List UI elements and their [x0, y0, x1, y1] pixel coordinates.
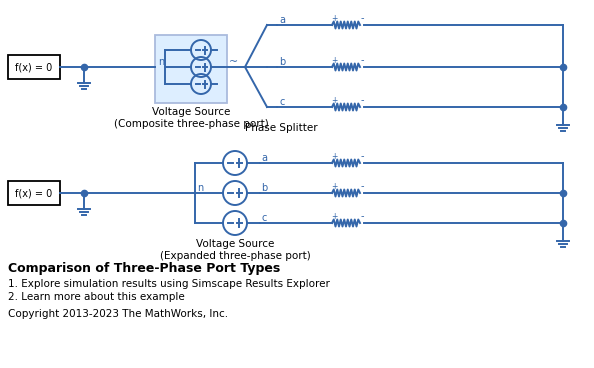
Bar	[8, 181, 60, 205]
Text: +: +	[331, 14, 337, 23]
Text: -: -	[361, 151, 365, 161]
Text: -: -	[361, 181, 365, 191]
Text: Voltage Source
(Expanded three-phase port): Voltage Source (Expanded three-phase por…	[160, 239, 311, 261]
Text: a: a	[279, 15, 285, 25]
Text: +: +	[331, 182, 337, 191]
Text: +: +	[331, 212, 337, 221]
Text: +: +	[331, 96, 337, 105]
Text: -: -	[361, 13, 365, 23]
Text: +: +	[331, 152, 337, 161]
Text: -: -	[361, 55, 365, 65]
Text: +: +	[331, 56, 337, 65]
Text: -: -	[361, 211, 365, 221]
Text: n: n	[197, 183, 203, 193]
Text: 1. Explore simulation results using Simscape Results Explorer: 1. Explore simulation results using Sims…	[8, 279, 330, 289]
Text: f(x) = 0: f(x) = 0	[15, 188, 53, 198]
Text: c: c	[279, 97, 285, 107]
Text: Voltage Source
(Composite three-phase port): Voltage Source (Composite three-phase po…	[113, 107, 268, 128]
Text: a: a	[261, 153, 267, 163]
Text: Phase Splitter: Phase Splitter	[245, 123, 318, 133]
Text: Comparison of Three-Phase Port Types: Comparison of Three-Phase Port Types	[8, 262, 280, 275]
Text: f(x) = 0: f(x) = 0	[15, 62, 53, 72]
Text: -: -	[361, 95, 365, 105]
Bar	[8, 55, 60, 79]
Text: n: n	[158, 57, 165, 67]
Text: 2. Learn more about this example: 2. Learn more about this example	[8, 292, 185, 302]
Text: b: b	[261, 183, 267, 193]
Text: Copyright 2013-2023 The MathWorks, Inc.: Copyright 2013-2023 The MathWorks, Inc.	[8, 309, 228, 319]
Text: ~: ~	[229, 57, 238, 67]
Text: b: b	[279, 57, 285, 67]
Text: c: c	[261, 213, 266, 223]
Bar	[155, 35, 227, 103]
